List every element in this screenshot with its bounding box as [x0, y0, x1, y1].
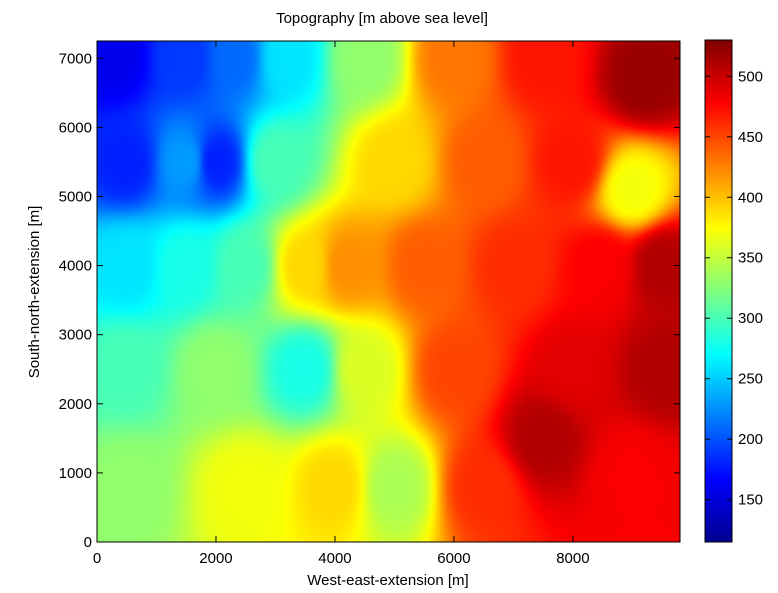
y-axis-label: South-north-extension [m]	[26, 206, 43, 379]
colorbar-tick-label: 300	[738, 310, 763, 327]
x-tick-label: 2000	[199, 550, 232, 567]
y-tick-label: 1000	[59, 465, 92, 482]
y-tick-label: 7000	[59, 50, 92, 67]
chart-title: Topography [m above sea level]	[276, 10, 488, 27]
heatmap-plot-area	[97, 41, 680, 542]
colorbar-tick-label: 400	[738, 189, 763, 206]
colorbar-gradient	[705, 40, 732, 542]
x-tick-label: 8000	[556, 550, 589, 567]
colorbar-tick-label: 250	[738, 371, 763, 388]
colorbar-tick-label: 200	[738, 431, 763, 448]
colorbar-tick-label: 500	[738, 68, 763, 85]
x-axis-label: West-east-extension [m]	[307, 572, 468, 589]
y-tick-label: 5000	[59, 188, 92, 205]
x-tick-label: 4000	[318, 550, 351, 567]
y-tick-label: 2000	[59, 396, 92, 413]
y-tick-label: 4000	[59, 258, 92, 275]
colorbar: 150 200 250 300 350 400 450 500	[705, 40, 763, 542]
y-tick-label: 3000	[59, 327, 92, 344]
colorbar-tick-label: 150	[738, 492, 763, 509]
colorbar-tick-label: 450	[738, 129, 763, 146]
x-tick-label: 0	[93, 550, 101, 567]
y-tick-label: 0	[84, 534, 92, 551]
y-tick-label: 6000	[59, 119, 92, 136]
x-tick-label: 6000	[437, 550, 470, 567]
elevation-heatmap-image	[97, 41, 680, 542]
colorbar-tick-label: 350	[738, 250, 763, 267]
